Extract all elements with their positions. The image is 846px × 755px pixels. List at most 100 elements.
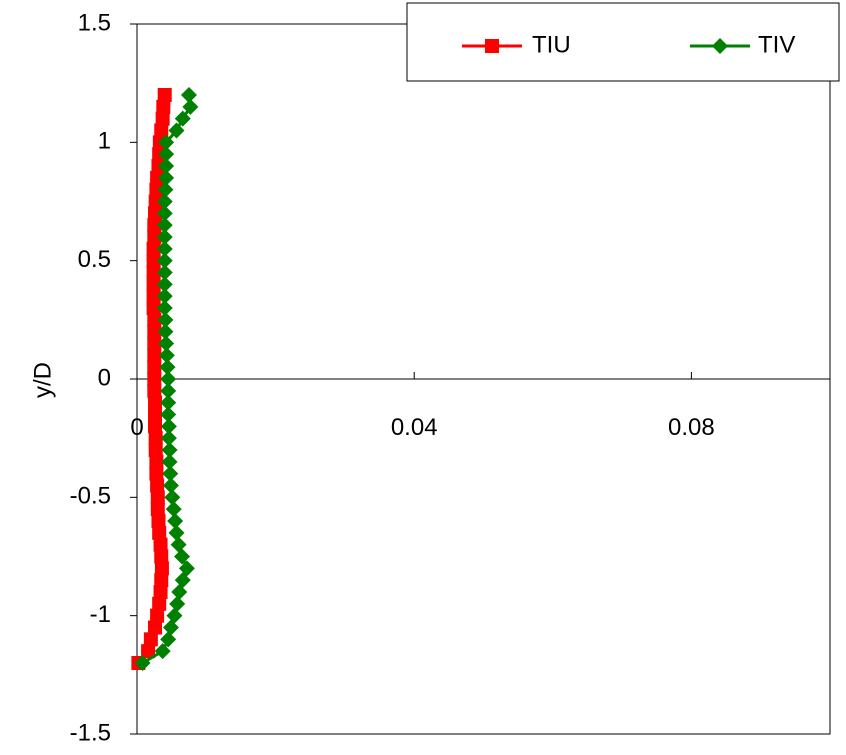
- data-point-tiu: [150, 490, 165, 505]
- legend-marker-tiu: [485, 39, 499, 53]
- data-point-tiu: [147, 372, 162, 386]
- data-point-tiv: [178, 560, 195, 577]
- data-point-tiu: [151, 514, 166, 528]
- data-point-tiv: [156, 229, 173, 245]
- data-point-tiu: [153, 585, 168, 599]
- data-point-tiu: [146, 301, 161, 315]
- data-point-tiu: [150, 170, 165, 185]
- data-point-tiv: [158, 134, 175, 151]
- data-point-tiu: [147, 324, 162, 339]
- data-point-tiv: [166, 607, 183, 624]
- x-tick-label: 0: [130, 414, 143, 441]
- legend-label-tiv: TIV: [758, 31, 795, 58]
- data-point-tiv: [160, 418, 177, 435]
- data-point-tiu: [149, 466, 164, 481]
- data-point-tiv: [156, 217, 173, 234]
- data-point-tiu: [152, 525, 167, 540]
- data-point-tiu: [147, 360, 162, 375]
- data-point-tiv: [160, 430, 177, 447]
- y-tick-label: -1.5: [70, 719, 111, 746]
- data-point-tiv: [156, 288, 173, 305]
- series-tiu: [131, 88, 172, 670]
- x-tick-label: 0.08: [668, 414, 715, 441]
- y-tick-label: 1.5: [78, 9, 111, 36]
- data-point-tiv: [169, 595, 186, 612]
- data-point-tiv: [164, 489, 181, 506]
- data-point-tiv: [174, 110, 191, 127]
- data-point-tiv: [158, 347, 175, 364]
- series-layer: [131, 87, 199, 671]
- data-point-tiu: [147, 218, 162, 233]
- data-point-tiu: [152, 596, 167, 611]
- data-point-tiu: [147, 230, 162, 244]
- data-point-tiu: [149, 454, 164, 469]
- data-point-tiv: [158, 335, 175, 352]
- data-point-tiv: [160, 631, 177, 648]
- data-point-tiu: [146, 277, 161, 292]
- data-point-tiv: [182, 98, 199, 115]
- data-point-tiv: [159, 359, 176, 376]
- data-point-tiv: [154, 643, 171, 660]
- data-point-tiu: [148, 194, 163, 209]
- data-point-tiv: [160, 382, 177, 399]
- data-point-tiu: [148, 431, 163, 446]
- data-point-tiv: [162, 477, 179, 494]
- data-point-tiv: [158, 158, 175, 174]
- y-tick-label: 0.5: [78, 246, 111, 273]
- data-point-tiv: [160, 406, 177, 423]
- data-point-tiv: [157, 323, 174, 340]
- y-axis-title: y/D: [29, 362, 56, 398]
- data-point-tiu: [147, 383, 162, 398]
- data-point-tiu: [146, 241, 161, 256]
- data-point-tiv: [170, 536, 187, 553]
- data-point-tiv: [168, 122, 185, 139]
- data-point-tiv: [174, 548, 191, 565]
- data-point-tiv: [156, 240, 173, 257]
- data-point-tiv: [156, 193, 173, 210]
- data-point-tiu: [150, 608, 165, 623]
- data-point-tiu: [148, 206, 163, 221]
- data-point-tiu: [153, 537, 168, 552]
- data-point-tiv: [160, 371, 177, 387]
- data-point-tiv: [157, 311, 174, 328]
- y-tick-label: 0: [98, 364, 111, 391]
- data-point-tiu: [154, 123, 169, 138]
- data-point-tiv: [158, 169, 175, 186]
- data-point-tiu: [143, 632, 158, 647]
- data-point-tiv: [156, 276, 173, 293]
- data-point-tiu: [148, 419, 163, 434]
- data-point-tiu: [150, 502, 165, 517]
- data-point-tiu: [141, 644, 156, 659]
- data-point-tiv: [180, 87, 197, 103]
- data-point-tiv: [156, 264, 173, 281]
- x-tick-label: 0.04: [391, 414, 438, 441]
- y-tick-label: -1: [90, 601, 111, 628]
- data-point-tiv: [156, 300, 173, 316]
- axes: 0 0.04 0.08 1.5 1 0.5 0 -0.5 -1 -1.5: [70, 9, 830, 746]
- data-point-tiu: [148, 620, 163, 635]
- data-point-tiu: [146, 289, 161, 304]
- legend-box: [406, 2, 840, 82]
- data-point-tiv: [157, 181, 174, 198]
- data-point-tiu: [148, 443, 163, 457]
- data-point-tiu: [148, 395, 163, 410]
- y-tick-label: -0.5: [70, 483, 111, 510]
- data-point-tiu: [148, 407, 163, 422]
- series-tiv: [134, 87, 199, 671]
- data-point-tiu: [149, 182, 164, 197]
- data-point-tiv: [161, 442, 178, 458]
- data-point-tiu: [154, 561, 169, 576]
- data-point-tiv: [162, 619, 179, 636]
- data-point-tiu: [156, 99, 171, 114]
- data-point-tiu: [146, 253, 161, 268]
- data-point-tiv: [156, 205, 173, 222]
- legend-marker-tiv: [712, 38, 728, 54]
- data-point-tiv: [171, 584, 188, 600]
- data-point-tiv: [160, 394, 177, 411]
- data-point-tiu: [154, 573, 169, 588]
- data-point-tiu: [147, 336, 162, 351]
- data-point-tiu: [150, 478, 165, 493]
- data-point-tiv: [162, 465, 179, 482]
- data-point-tiv: [134, 655, 151, 671]
